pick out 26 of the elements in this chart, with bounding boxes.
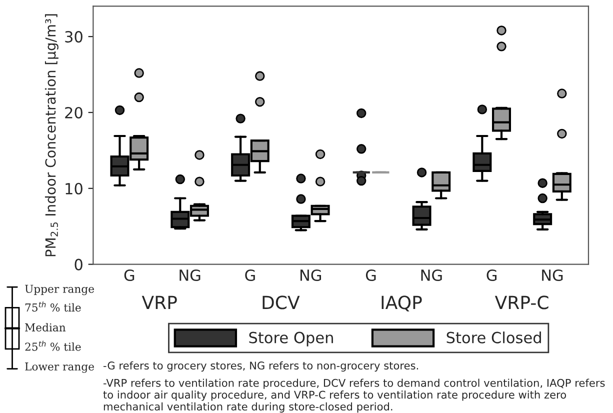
y-tick-label: 10 <box>66 182 82 194</box>
x-tick-label: G <box>124 269 134 282</box>
x-tick-label: NG <box>300 269 322 282</box>
text: Median <box>25 323 66 332</box>
y-tick-label: 30 <box>65 31 82 43</box>
text: Lower range <box>25 362 94 373</box>
legend-label: Store Open <box>249 332 333 346</box>
text: -VRP refers to ventilation rate procedure, DCV refers to demand control ventilation, IAQP refers to indoor air quality procedure, and VRP-C refers to ventilation rate procedure with zero mechanical ventilation rate during store-closed period. <box>103 378 605 413</box>
text: 75$^{th}$ % tile <box>25 302 81 312</box>
x-tick-label: G <box>486 269 496 282</box>
y-axis-title: PM$_{2.5}$ Indoor Concentration [μg/m³] <box>44 14 58 256</box>
y-tick-label: 20 <box>65 106 82 119</box>
text: VRP-C <box>494 296 548 310</box>
text: 25$^{th}$ % tile <box>25 340 81 351</box>
text: VRP <box>142 296 177 310</box>
y-tick-label: 0 <box>74 258 82 270</box>
text: DCV <box>262 296 300 310</box>
text: Upper range <box>25 284 94 296</box>
legend-label: Store Closed <box>446 332 541 344</box>
x-tick-label: G <box>366 269 376 282</box>
text: IAQP <box>382 296 422 312</box>
x-tick-label: G <box>245 269 255 282</box>
x-tick-label: NG <box>542 269 563 282</box>
text: -G refers to grocery stores, NG refers to non-grocery stores. <box>104 361 418 372</box>
x-tick-label: NG <box>180 269 200 282</box>
x-tick-label: NG <box>421 269 442 282</box>
